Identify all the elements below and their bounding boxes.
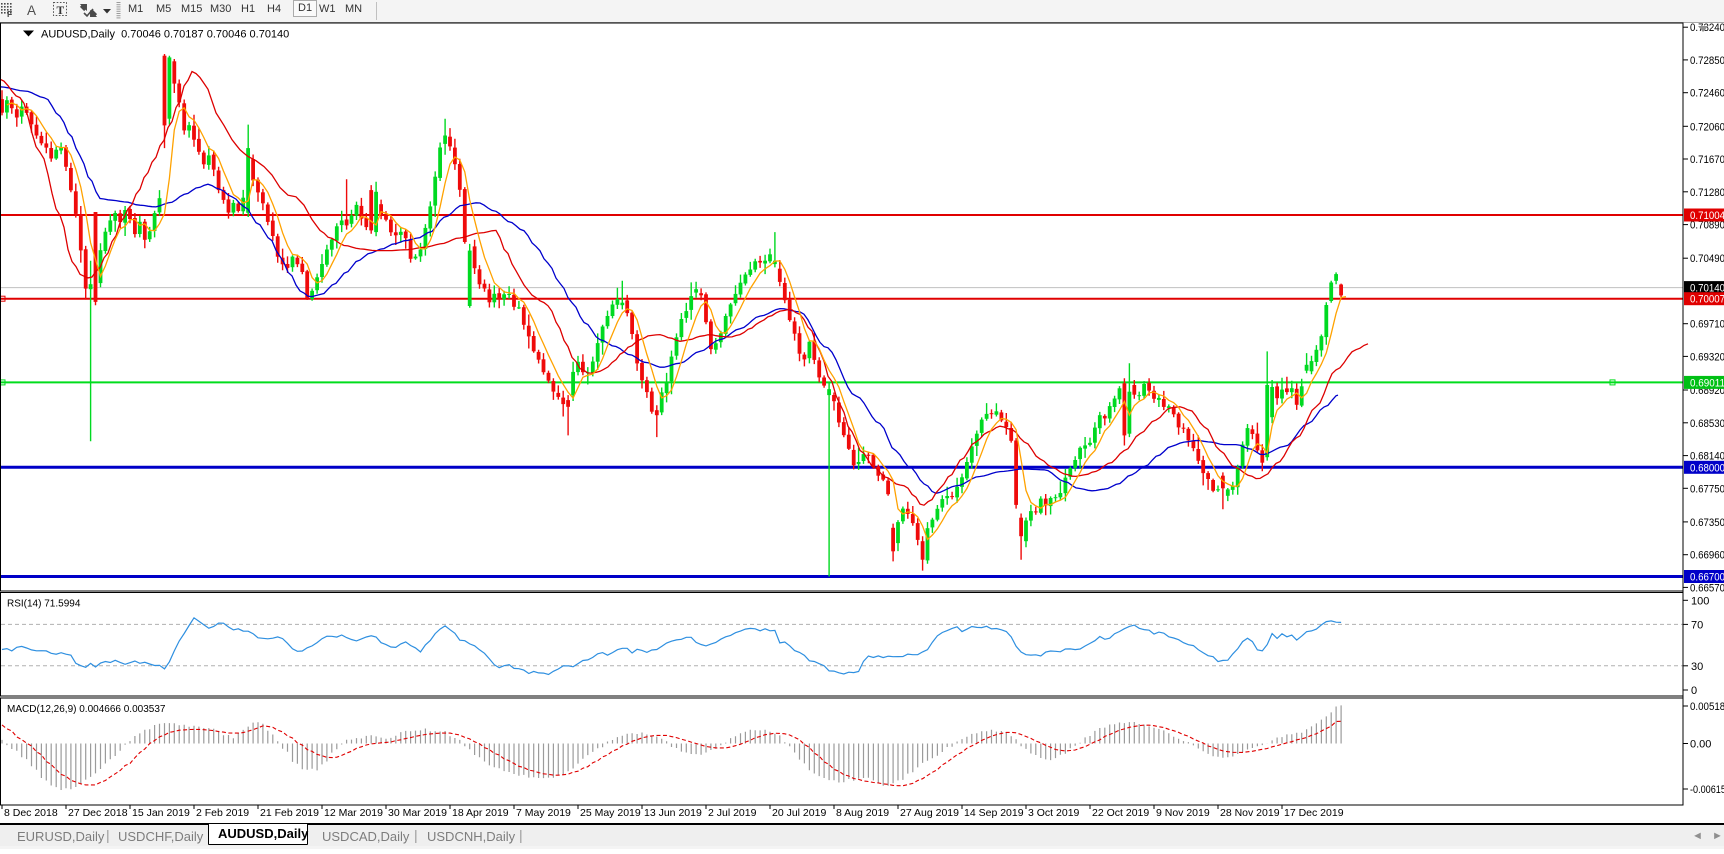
svg-text:20 Jul 2019: 20 Jul 2019 [772, 807, 826, 819]
svg-text:0.72850: 0.72850 [1690, 55, 1724, 67]
svg-text:0.69710: 0.69710 [1690, 319, 1724, 331]
svg-text:MACD(12,26,9) 0.004666 0.00353: MACD(12,26,9) 0.004666 0.003537 [7, 704, 166, 715]
svg-text:2 Jul 2019: 2 Jul 2019 [708, 807, 757, 819]
svg-text:0.68530: 0.68530 [1690, 418, 1724, 430]
svg-text:21 Feb 2019: 21 Feb 2019 [260, 807, 319, 819]
svg-text:0.72460: 0.72460 [1690, 88, 1724, 100]
svg-text:0.68000: 0.68000 [1690, 462, 1724, 474]
svg-text:18 Apr 2019: 18 Apr 2019 [452, 807, 509, 819]
svg-text:0.67750: 0.67750 [1690, 483, 1724, 495]
svg-text:0.66570: 0.66570 [1690, 582, 1724, 594]
svg-text:8 Aug 2019: 8 Aug 2019 [836, 807, 889, 819]
svg-text:0.71004: 0.71004 [1690, 210, 1724, 222]
svg-text:30: 30 [1691, 661, 1703, 673]
svg-text:7 May 2019: 7 May 2019 [516, 807, 571, 819]
svg-text:25 May 2019: 25 May 2019 [580, 807, 641, 819]
svg-text:0.70490: 0.70490 [1690, 253, 1724, 265]
svg-text:AUDUSD,Daily 0.70046 0.70187: AUDUSD,Daily 0.70046 0.70187 0.70046 0.7… [41, 29, 289, 41]
svg-text:100: 100 [1691, 595, 1709, 607]
svg-text:13 Jun 2019: 13 Jun 2019 [644, 807, 702, 819]
svg-text:17 Dec 2019: 17 Dec 2019 [1284, 807, 1344, 819]
svg-text:28 Nov 2019: 28 Nov 2019 [1220, 807, 1280, 819]
svg-text:0.69320: 0.69320 [1690, 351, 1724, 363]
svg-text:9 Nov 2019: 9 Nov 2019 [1156, 807, 1210, 819]
svg-text:14 Sep 2019: 14 Sep 2019 [964, 807, 1024, 819]
svg-text:F: F [7, 9, 12, 19]
svg-text:T: T [57, 5, 65, 17]
svg-text:RSI(14) 71.5994: RSI(14) 71.5994 [7, 599, 81, 610]
svg-text:22 Oct 2019: 22 Oct 2019 [1092, 807, 1149, 819]
svg-text:27 Aug 2019: 27 Aug 2019 [900, 807, 959, 819]
svg-text:27 Dec 2018: 27 Dec 2018 [68, 807, 128, 819]
svg-text:2 Feb 2019: 2 Feb 2019 [196, 807, 249, 819]
svg-text:15 Jan 2019: 15 Jan 2019 [132, 807, 190, 819]
svg-text:A: A [27, 3, 36, 18]
svg-text:0.69011: 0.69011 [1690, 377, 1724, 389]
svg-text:0.71670: 0.71670 [1690, 154, 1724, 166]
svg-text:0.68140: 0.68140 [1690, 451, 1724, 463]
svg-text:0.70007: 0.70007 [1690, 294, 1724, 306]
svg-text:8 Dec 2018: 8 Dec 2018 [4, 807, 58, 819]
svg-text:70: 70 [1691, 619, 1703, 631]
svg-text:0.67350: 0.67350 [1690, 517, 1724, 529]
svg-text:-0.0061534: -0.0061534 [1690, 784, 1724, 796]
svg-text:0.72060: 0.72060 [1690, 121, 1724, 133]
svg-text:0: 0 [1691, 685, 1697, 697]
svg-text:30 Mar 2019: 30 Mar 2019 [388, 807, 447, 819]
svg-text:0.66960: 0.66960 [1690, 550, 1724, 562]
svg-text:0.71280: 0.71280 [1690, 187, 1724, 199]
svg-text:0.00: 0.00 [1690, 739, 1711, 751]
svg-text:3 Oct 2019: 3 Oct 2019 [1028, 807, 1080, 819]
svg-text:0.70890: 0.70890 [1690, 220, 1724, 232]
svg-text:0.70140: 0.70140 [1690, 283, 1724, 295]
svg-text:12 Mar 2019: 12 Mar 2019 [324, 807, 383, 819]
svg-text:0.66700: 0.66700 [1690, 572, 1724, 584]
svg-text:0.73240: 0.73240 [1690, 22, 1724, 34]
svg-text:0.0051815: 0.0051815 [1690, 701, 1724, 713]
